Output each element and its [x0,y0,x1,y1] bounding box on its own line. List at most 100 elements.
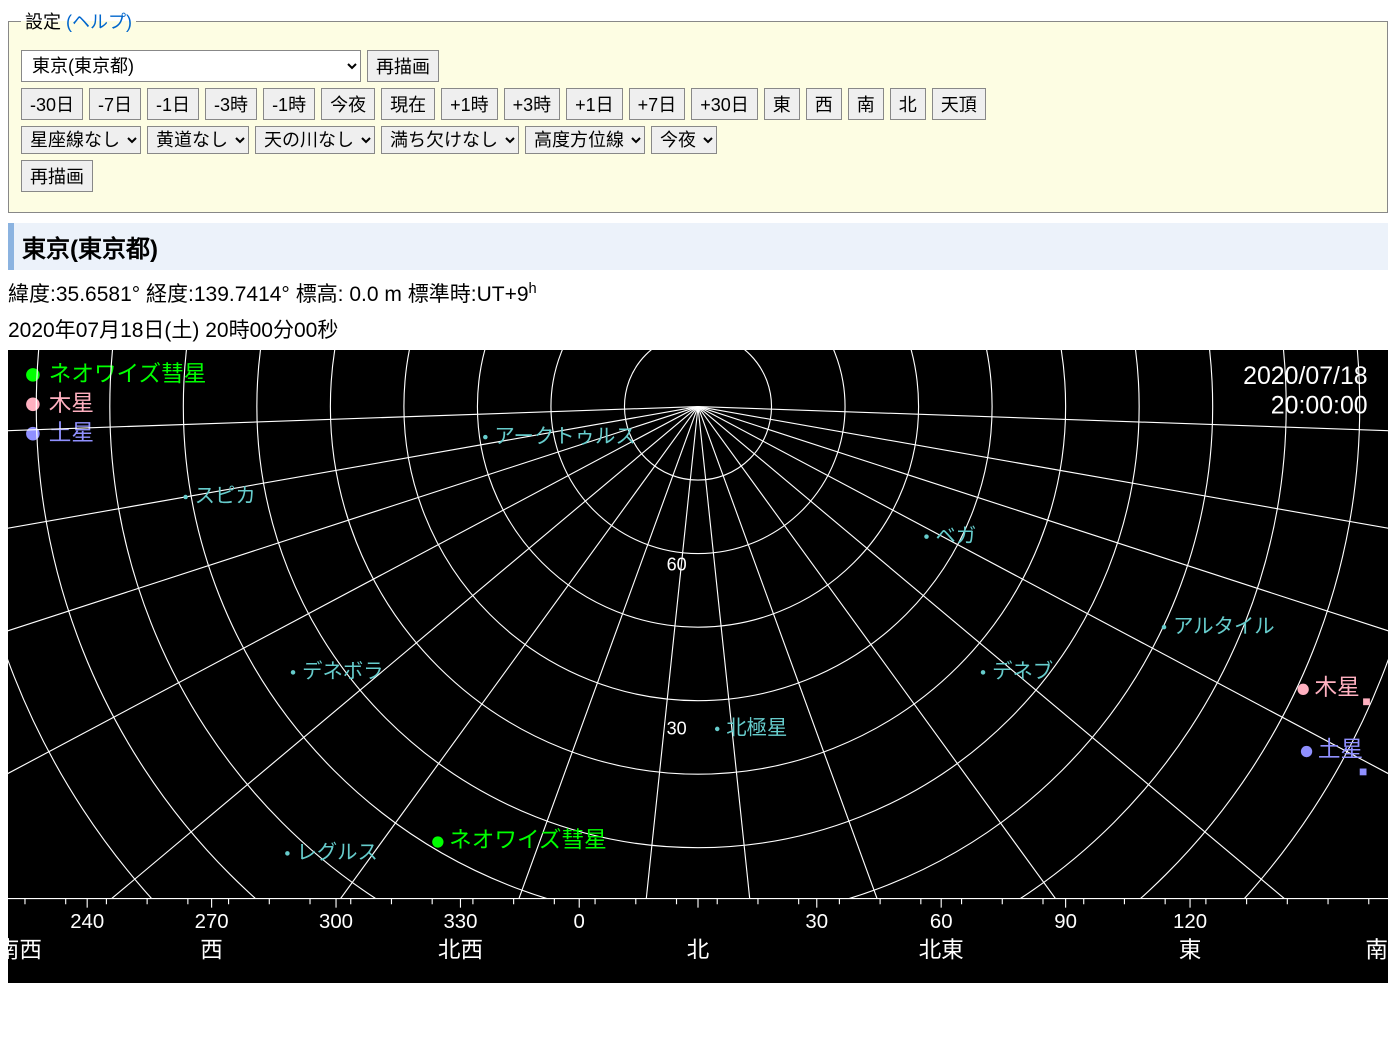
altitude-ring [624,350,771,480]
star-label: デネボラ [302,660,383,683]
body-label: 木星 [1314,675,1359,700]
time-button-2[interactable]: -1日 [147,88,199,120]
coordinates-line: 緯度:35.6581° 経度:139.7414° 標高: 0.0 m 標準時:U… [8,278,1388,308]
star-dot [483,435,488,440]
star-dot [715,727,720,732]
alt-value: 0.0 m [349,283,402,306]
time-button-14[interactable]: 南 [848,88,884,120]
saturn-marker [1360,769,1367,776]
help-link[interactable]: (ヘルプ) [66,12,132,32]
azimuth-tick-label: 270 [195,911,229,933]
location-row: 東京(東京都) 再描画 [21,50,1375,82]
azimuth-line [91,407,698,916]
tz-value: UT+9 [477,283,529,306]
legend-label: 土星 [49,420,94,445]
legend-dot [26,427,40,441]
azimuth-tick-label: 330 [443,911,477,933]
option-select-2[interactable]: 天の川なし [255,126,375,154]
time-button-9[interactable]: +1日 [566,88,623,120]
star-dot [981,670,986,675]
azimuth-tick-label: 120 [1173,911,1207,933]
jupiter-marker [1363,698,1370,705]
option-select-1[interactable]: 黄道なし [147,126,249,154]
time-button-0[interactable]: -30日 [21,88,83,120]
option-select-3[interactable]: 満ち欠けなし [381,126,519,154]
settings-legend-label: 設定 [25,12,61,32]
altitude-ring [8,350,1388,983]
redraw-button[interactable]: 再描画 [367,50,439,82]
azimuth-line [698,407,969,984]
options-row: 星座線なし黄道なし天の川なし満ち欠けなし高度方位線今夜 [21,126,1375,154]
body-label: ネオワイズ彗星 [449,828,607,853]
tz-sup: h [529,281,537,297]
chart-time: 20:00:00 [1271,391,1368,419]
time-button-1[interactable]: -7日 [89,88,141,120]
star-label: レグルス [296,841,377,864]
azimuth-line [615,407,698,984]
body-dot [1298,684,1309,695]
sky-chart: ネオワイズ彗星木星土星2020/07/1820:00:0060302402703… [8,350,1388,983]
time-buttons-row: -30日-7日-1日-3時-1時今夜現在+1時+3時+1日+7日+30日東西南北… [21,88,1375,120]
altitude-label: 60 [667,555,687,575]
star-dot [291,670,296,675]
altitude-label: 30 [667,719,687,739]
tz-label: 標準時: [408,283,477,306]
body-dot [1301,746,1312,757]
star-label: ベガ [936,524,977,547]
time-button-12[interactable]: 東 [764,88,800,120]
direction-label: 北東 [919,937,964,962]
star-label: スピカ [195,486,256,508]
option-select-5[interactable]: 今夜 [651,126,717,154]
sky-chart-container: ネオワイズ彗星木星土星2020/07/1820:00:0060302402703… [8,350,1388,983]
legend-dot [26,398,40,412]
body-dot [432,836,443,847]
star-dot [1162,625,1167,630]
datetime-line: 2020年07月18日(土) 20時00分00秒 [8,314,1388,344]
azimuth-tick-label: 60 [930,911,953,933]
body-label: 土星 [1318,737,1363,762]
time-button-16[interactable]: 天頂 [932,88,986,120]
star-label: アルタイル [1173,615,1275,638]
alt-label: 標高: [296,283,344,306]
altitude-ring [257,350,1139,848]
altitude-ring [330,350,1065,774]
time-button-4[interactable]: -1時 [263,88,315,120]
star-dot [924,534,929,539]
time-button-8[interactable]: +3時 [504,88,561,120]
settings-fieldset: 設定 (ヘルプ) 東京(東京都) 再描画 -30日-7日-1日-3時-1時今夜現… [8,8,1388,213]
time-button-6[interactable]: 現在 [381,88,435,120]
azimuth-tick-label: 0 [574,911,585,933]
altitude-ring [36,350,1359,983]
time-button-11[interactable]: +30日 [691,88,758,120]
star-label: アークトゥルス [494,425,635,448]
time-button-10[interactable]: +7日 [629,88,686,120]
time-button-3[interactable]: -3時 [205,88,257,120]
star-label: デネブ [992,659,1053,683]
redraw-button-2[interactable]: 再描画 [21,160,93,192]
azimuth-line [698,407,781,984]
altitude-ring [404,350,992,701]
altitude-ring [551,350,845,554]
azimuth-line [427,407,698,984]
altitude-ring [183,350,1212,921]
azimuth-tick-label: 30 [805,911,828,933]
azimuth-tick-label: 240 [70,911,104,933]
option-select-0[interactable]: 星座線なし [21,126,141,154]
location-select[interactable]: 東京(東京都) [21,50,361,82]
time-button-7[interactable]: +1時 [441,88,498,120]
direction-label: 北 [687,937,710,962]
chart-date: 2020/07/18 [1243,362,1367,390]
direction-label: 北西 [438,937,483,962]
star-dot [285,851,290,856]
time-button-15[interactable]: 北 [890,88,926,120]
azimuth-line [698,407,1163,984]
azimuth-line [8,407,698,779]
location-title: 東京(東京都) [8,223,1388,270]
time-button-13[interactable]: 西 [806,88,842,120]
time-button-5[interactable]: 今夜 [321,88,375,120]
azimuth-tick-label: 300 [319,911,353,933]
option-select-4[interactable]: 高度方位線 [525,126,645,154]
settings-legend: 設定 (ヘルプ) [21,8,136,34]
direction-label: 東 [1179,937,1202,962]
legend-label: 木星 [49,391,94,416]
